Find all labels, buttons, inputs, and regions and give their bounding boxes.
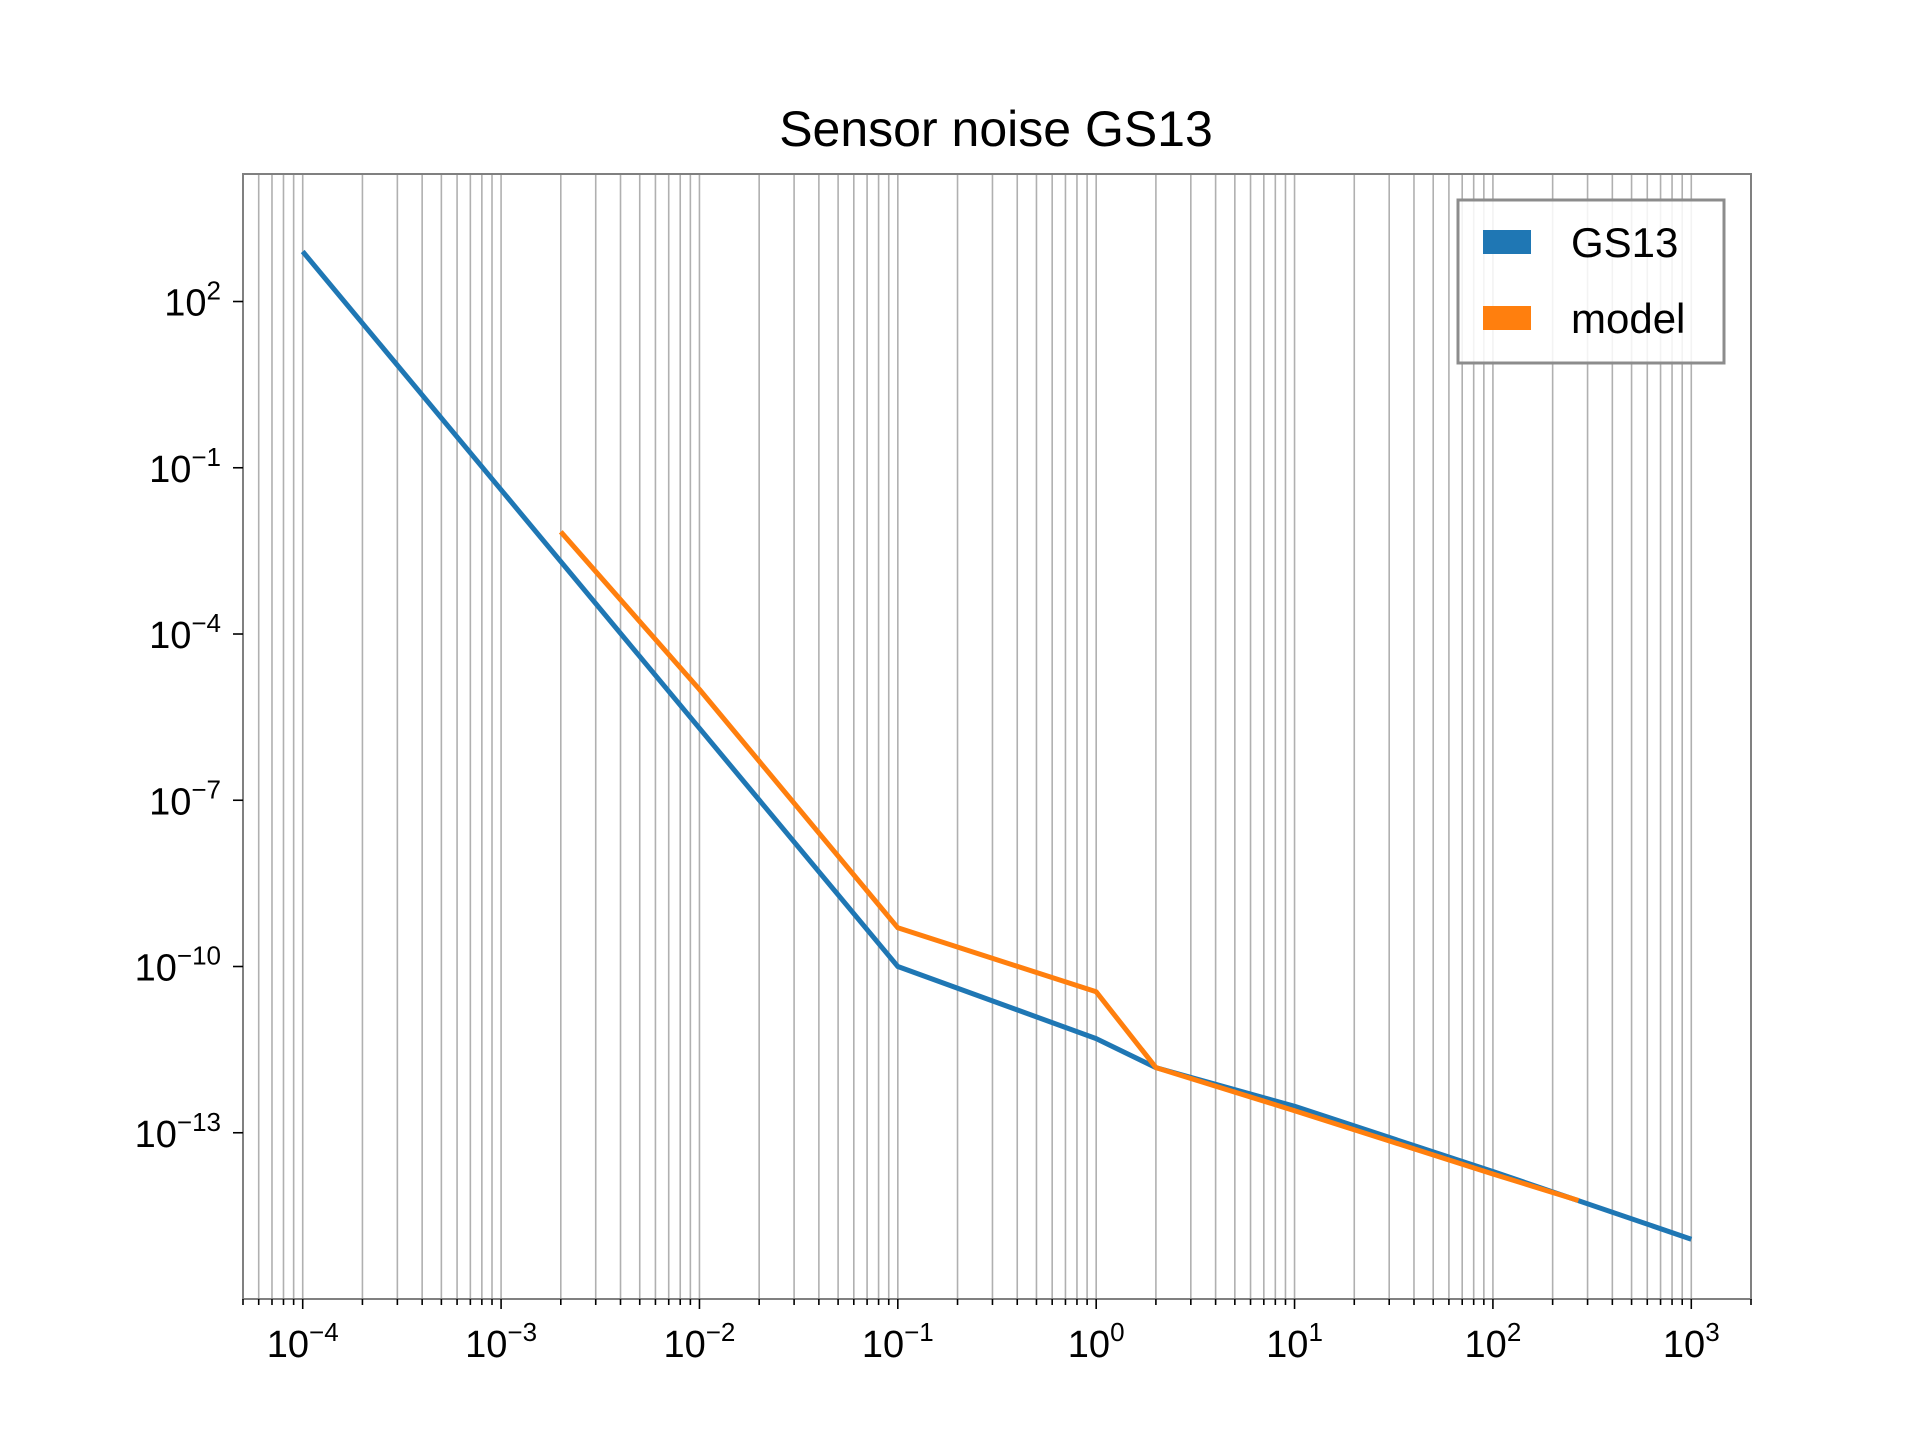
y-tick-label: 10−4 bbox=[149, 608, 221, 657]
y-tick-label: 10−13 bbox=[135, 1107, 221, 1156]
x-tick-label: 10−1 bbox=[862, 1317, 934, 1366]
x-tick-label: 102 bbox=[1465, 1317, 1522, 1366]
series-line-gs13 bbox=[300, 249, 1693, 1242]
y-tick-label: 10−1 bbox=[149, 442, 221, 491]
x-tick-label: 100 bbox=[1068, 1317, 1125, 1366]
plot-frame bbox=[242, 173, 1752, 1300]
legend-label: model bbox=[1571, 295, 1685, 342]
x-tick-label: 103 bbox=[1663, 1317, 1720, 1366]
series-line-model bbox=[558, 530, 1580, 1203]
axes: 10−4 10−3 10−2 10−1 100 101 102 103 102 10−1 10−4 1… bbox=[135, 276, 1752, 1366]
legend-swatch bbox=[1483, 230, 1531, 254]
x-tick-label: 10−4 bbox=[267, 1317, 339, 1366]
legend: GS13 model bbox=[1456, 198, 1726, 365]
y-tick-label: 10−7 bbox=[149, 774, 221, 823]
y-tick-label: 102 bbox=[164, 276, 221, 325]
x-tick-label: 101 bbox=[1266, 1317, 1323, 1366]
chart-title: Sensor noise GS13 bbox=[779, 101, 1213, 157]
x-tick-label: 10−3 bbox=[465, 1317, 537, 1366]
series-lines bbox=[300, 249, 1693, 1242]
legend-label: GS13 bbox=[1571, 219, 1678, 266]
x-tick-label: 10−2 bbox=[663, 1317, 735, 1366]
y-tick-label: 10−10 bbox=[135, 941, 221, 990]
legend-box bbox=[1456, 198, 1726, 365]
legend-swatch bbox=[1483, 306, 1531, 330]
